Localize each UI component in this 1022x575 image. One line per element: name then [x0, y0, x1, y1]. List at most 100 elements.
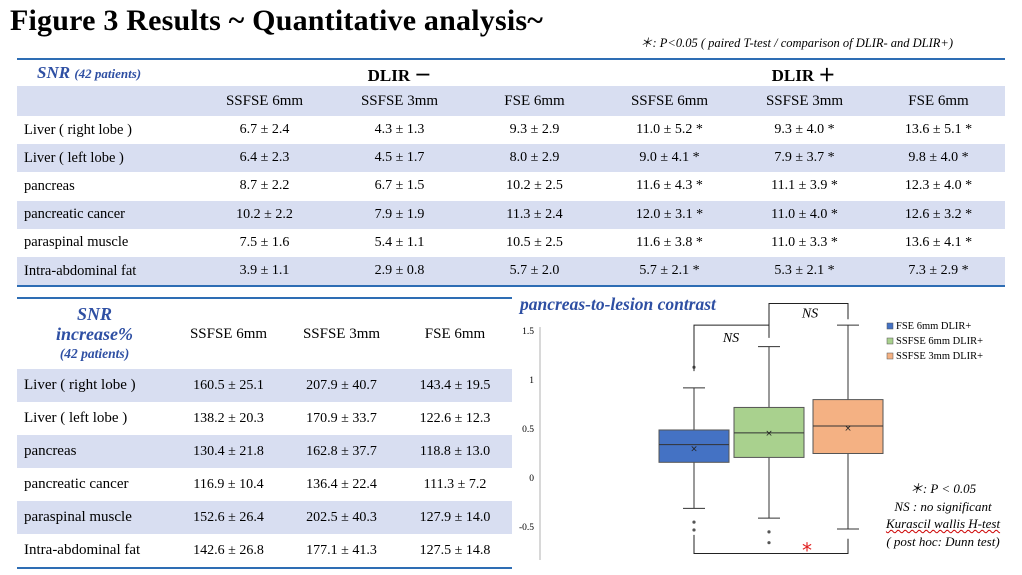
legend-swatch: [886, 337, 894, 345]
col-header: SSFSE 6mm: [602, 86, 738, 116]
figure-title: Figure 3 Results ~ Quantitative analysis…: [10, 4, 544, 37]
significance-note: ＊: P<0.05 ( paired T-test / comparison o…: [640, 36, 954, 50]
legend-label: SSFSE 3mm DLIR+: [896, 351, 983, 362]
cell: 5.3 ± 2.1 *: [737, 256, 873, 287]
increase-label-snr: SNR: [76, 304, 112, 324]
row-label: Liver ( right lobe ): [24, 121, 132, 138]
row-label: Intra-abdominal fat: [17, 256, 197, 287]
cell: 170.9 ± 33.7: [306, 410, 377, 426]
col-header: SSFSE 6mm: [189, 325, 268, 342]
table-row: pancreas 8.7 ± 2.2 6.7 ± 1.5 10.2 ± 2.5 …: [17, 172, 1005, 200]
y-tick-label: -0.5: [519, 523, 534, 533]
cell: 12.3 ± 4.0 *: [904, 178, 973, 194]
legend-swatch: [886, 352, 894, 360]
row-label: Liver ( left lobe ): [24, 410, 128, 426]
box-iqr: [658, 429, 730, 463]
col-header: FSE 6mm: [424, 325, 486, 342]
box-mean-marker: ×: [690, 445, 698, 455]
y-tick-label: 0: [529, 474, 534, 484]
cell: 11.6 ± 3.8 *: [636, 234, 703, 250]
row-label: Liver ( right lobe ): [17, 369, 172, 402]
cell: 11.6 ± 4.3 *: [636, 178, 703, 194]
box-series-1: ×: [658, 365, 730, 532]
col-header: FSE 6mm: [872, 86, 1006, 116]
cell: 6.7 ± 1.5: [374, 178, 425, 194]
row-label: pancreas: [24, 177, 75, 194]
chart-title: pancreas-to-lesion contrast: [520, 294, 716, 314]
y-tick-label: 1: [529, 376, 534, 386]
snr-patients: (42 patients): [74, 66, 142, 81]
cell: 138.2 ± 20.3: [193, 410, 264, 426]
stats-note-line: ＊: P < 0.05: [909, 481, 977, 496]
cell: 207.9 ± 40.7: [285, 369, 398, 402]
cell: 118.8 ± 13.0: [398, 435, 512, 468]
cell: 4.3 ± 1.3: [374, 122, 425, 138]
cell: 2.9 ± 0.8: [332, 256, 467, 287]
bracket-ns-1-label: NS: [722, 331, 739, 346]
increase-label-pct: increase%: [56, 324, 133, 344]
snr-label: SNR: [37, 63, 71, 82]
cell: 111.3 ± 7.2: [423, 476, 487, 492]
outlier-point: [767, 541, 771, 545]
box-mean-marker: ×: [844, 424, 852, 434]
box-series-2: ×: [733, 346, 805, 545]
row-label: Intra-abdominal fat: [24, 542, 141, 558]
table-row: pancreatic cancer 116.9 ± 10.4 136.4 ± 2…: [17, 468, 512, 501]
cell: 11.1 ± 3.9 *: [771, 178, 838, 194]
table-row: pancreatic cancer 10.2 ± 2.2 7.9 ± 1.9 1…: [17, 200, 1006, 229]
stats-note: ＊: P < 0.05 NS : no significant Kurascil…: [868, 480, 1018, 550]
bracket-sig-star: *: [802, 538, 812, 562]
table-row: paraspinal muscle 152.6 ± 26.4 202.5 ± 4…: [17, 501, 512, 534]
cell: 142.6 ± 26.8: [193, 542, 264, 558]
legend-label: SSFSE 6mm DLIR+: [896, 336, 983, 347]
cell: 5.7 ± 2.1 *: [602, 256, 738, 287]
cell: 152.6 ± 26.4: [172, 501, 285, 534]
bracket-ns-2: [768, 303, 849, 335]
cell: 202.5 ± 40.3: [285, 501, 398, 534]
cell: 122.6 ± 12.3: [419, 410, 491, 426]
cell: 127.5 ± 14.8: [419, 542, 491, 558]
row-label: pancreatic cancer: [17, 200, 197, 229]
cell: 9.3 ± 2.9: [509, 122, 560, 138]
cell: 4.5 ± 1.7: [332, 144, 467, 173]
cell: 5.4 ± 1.1: [374, 234, 425, 250]
cell: 8.0 ± 2.9: [467, 144, 603, 173]
cell: 11.0 ± 5.2 *: [636, 122, 703, 138]
increase-label-cell: SNR increase% (42 patients): [17, 298, 172, 369]
row-label: Liver ( left lobe ): [17, 144, 197, 173]
cell: 12.0 ± 3.1 *: [602, 200, 738, 229]
row-label: pancreas: [17, 435, 172, 468]
snr-increase-table: SNR increase% (42 patients) SSFSE 6mm SS…: [17, 297, 512, 569]
group-dlir-minus: DLIR －: [367, 65, 432, 85]
table-row: Liver ( right lobe ) 160.5 ± 25.1 207.9 …: [17, 369, 512, 402]
row-label: paraspinal muscle: [24, 234, 129, 251]
group-dlir-plus: DLIR ＋: [771, 65, 836, 85]
col-header: SSFSE 3mm: [302, 325, 381, 342]
table-row: Intra-abdominal fat 142.6 ± 26.8 177.1 ±…: [17, 534, 512, 568]
y-tick-label: 1.5: [522, 327, 534, 337]
col-header: FSE 6mm: [467, 86, 603, 116]
cell: 13.6 ± 5.1 *: [904, 122, 973, 138]
cell: 127.9 ± 14.0: [398, 501, 512, 534]
cell: 12.6 ± 3.2 *: [872, 200, 1006, 229]
cell: 3.9 ± 1.1: [197, 256, 332, 287]
cell: 11.0 ± 3.3 *: [771, 234, 838, 250]
box-plot: -0.5 0 0.5 1 1.5 × × × NS NS * FSE 6mm DLIR+ SSFSE 6…: [519, 303, 983, 562]
table-row: paraspinal muscle 7.5 ± 1.6 5.4 ± 1.1 10…: [17, 229, 1005, 257]
stats-note-line: ( post hoc: Dunn test): [886, 533, 1000, 549]
cell: 10.5 ± 2.5: [506, 234, 563, 250]
cell: 6.7 ± 2.4: [239, 122, 290, 138]
cell: 9.3 ± 4.0 *: [774, 122, 835, 138]
col-header: SSFSE 3mm: [737, 86, 873, 116]
cell: 10.2 ± 2.5: [506, 178, 563, 194]
table-row: Intra-abdominal fat 3.9 ± 1.1 2.9 ± 0.8 …: [17, 256, 1006, 287]
cell: 11.0 ± 4.0 *: [737, 200, 873, 229]
bracket-sig: [693, 534, 849, 554]
cell: 143.4 ± 19.5: [398, 369, 512, 402]
outlier-point: [692, 528, 696, 532]
col-header: SSFSE 6mm: [197, 86, 332, 116]
table-row: Liver ( right lobe ) 6.7 ± 2.4 4.3 ± 1.3…: [17, 116, 1005, 144]
row-label: pancreatic cancer: [24, 476, 129, 492]
cell: 130.4 ± 21.8: [172, 435, 285, 468]
legend-swatch: [886, 322, 894, 330]
